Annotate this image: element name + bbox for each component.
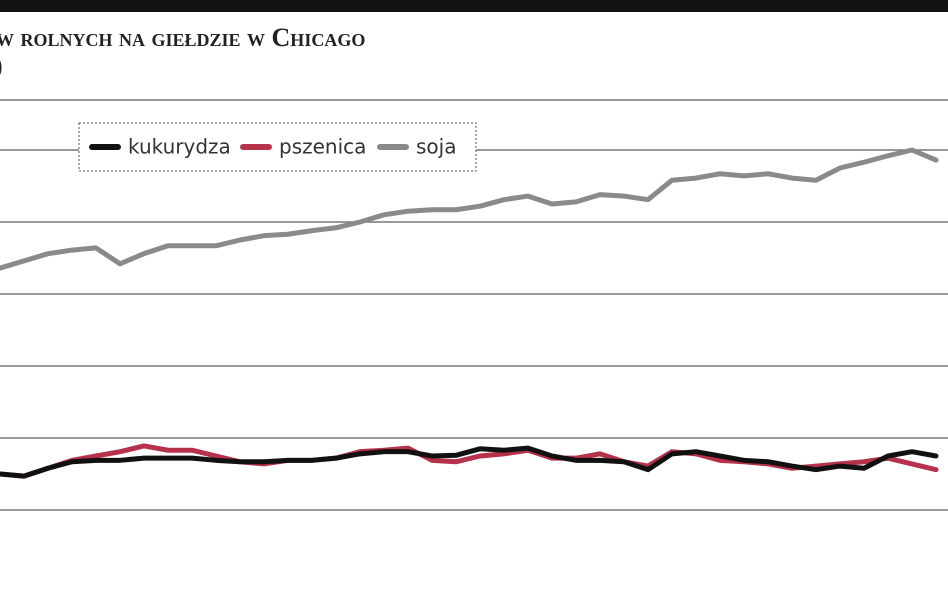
legend: kukurydza pszenica soja — [78, 122, 477, 172]
chart-title: w rolnych na giełdzie w Chicago — [0, 23, 365, 52]
series-line — [0, 147, 939, 271]
top-bar — [0, 0, 948, 12]
chart-subtitle: ) — [0, 51, 3, 80]
lines — [0, 147, 939, 479]
legend-label: soja — [416, 135, 456, 159]
series-line — [0, 445, 939, 479]
legend-box — [78, 122, 477, 172]
legend-label: kukurydza — [128, 135, 231, 159]
legend-label: pszenica — [279, 135, 366, 159]
